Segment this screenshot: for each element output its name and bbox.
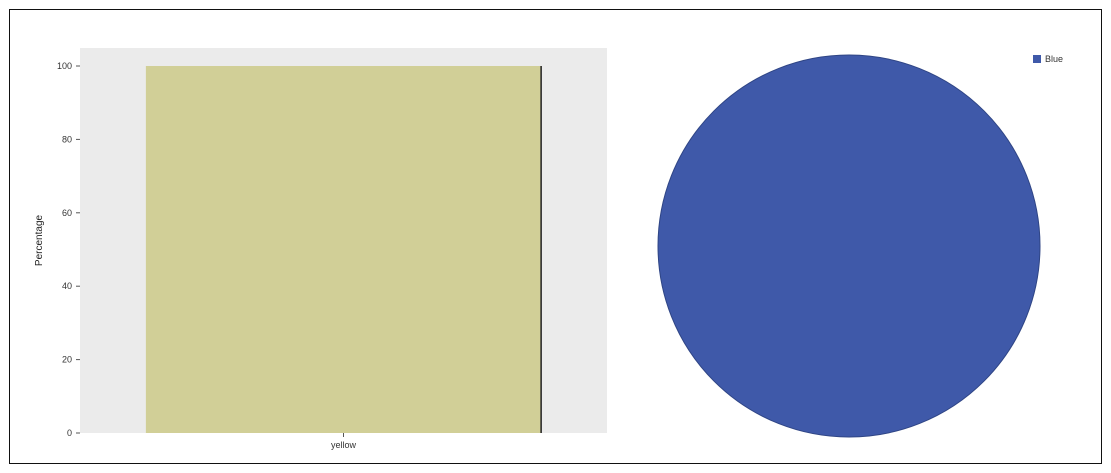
y-tick-label: 40: [62, 281, 72, 291]
pie-legend: Blue: [1033, 54, 1063, 64]
y-tick-label: 60: [62, 208, 72, 218]
legend-swatch: [1033, 55, 1041, 63]
y-tick-label: 80: [62, 134, 72, 144]
y-tick-label: 20: [62, 355, 72, 365]
pie-chart: Blue: [657, 54, 1063, 438]
legend-label: Blue: [1045, 54, 1063, 64]
pie-slice-blue: [657, 54, 1041, 438]
bar-y-axis: 0 20 40 60 80 100: [57, 61, 80, 438]
x-tick-label: yellow: [331, 440, 357, 450]
pie-series: [657, 54, 1041, 438]
y-axis-title: Percentage: [34, 214, 45, 266]
bar-yellow: [145, 66, 542, 433]
y-tick-label: 0: [67, 428, 72, 438]
y-tick-label: 100: [57, 61, 72, 71]
bar-chart: 0 20 40 60 80 100 yellow Percentage: [34, 48, 607, 450]
bar-x-axis: yellow: [331, 433, 357, 450]
bar-series: [145, 66, 542, 433]
